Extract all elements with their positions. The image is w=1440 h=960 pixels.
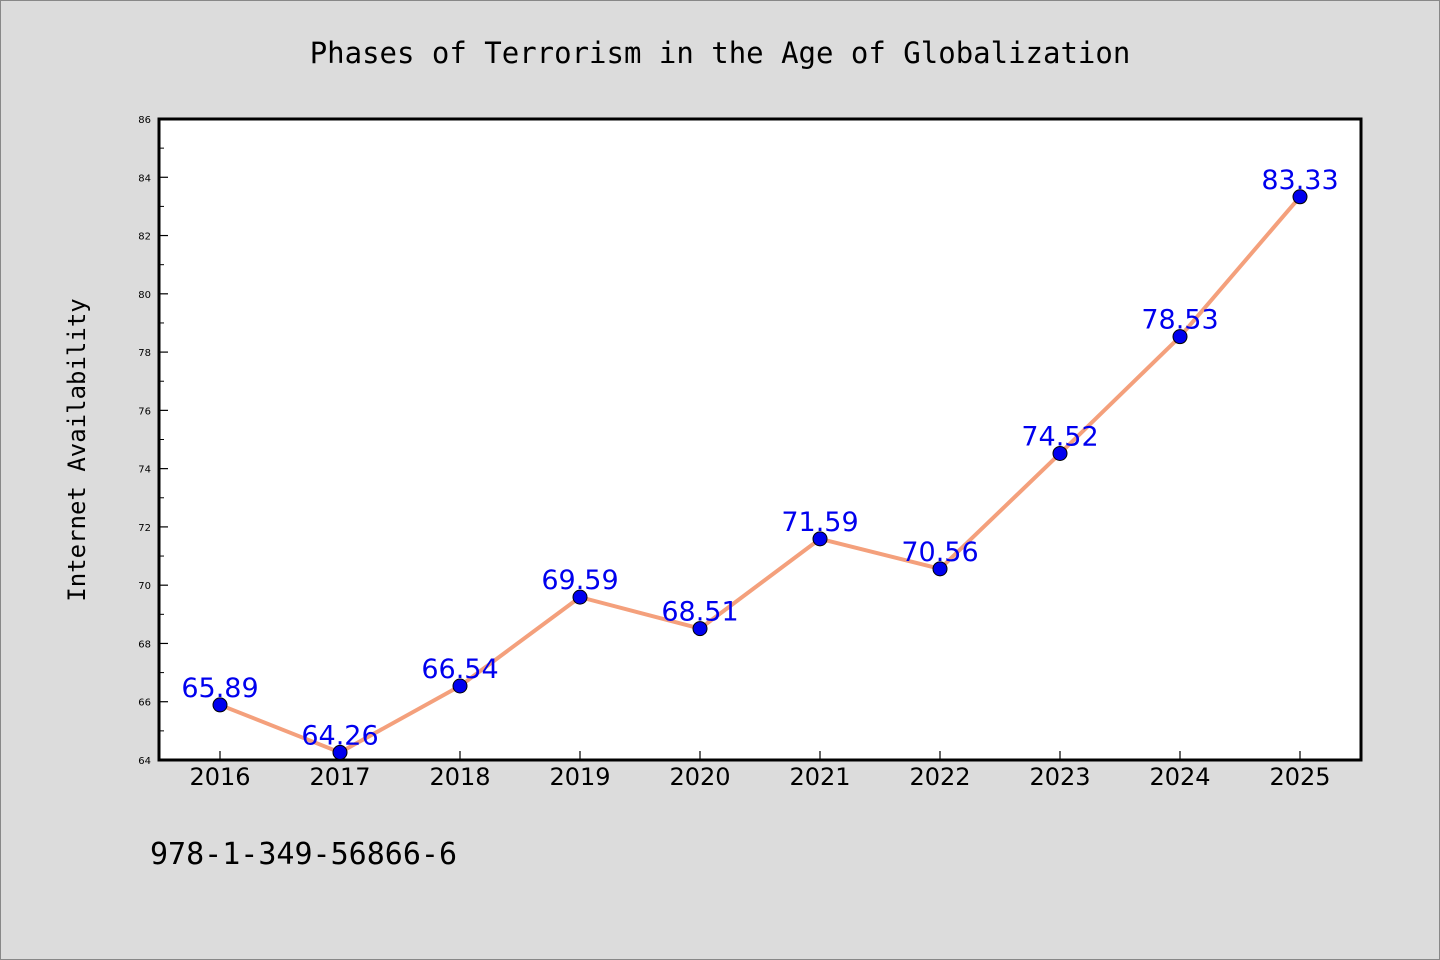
data-label: 68.51 — [661, 597, 738, 628]
data-point — [812, 531, 828, 547]
x-tick-label: 2018 — [429, 763, 490, 791]
data-label: 78.53 — [1141, 305, 1218, 336]
y-tick-label: 84 — [138, 173, 151, 184]
data-point — [332, 744, 348, 760]
x-tick-label: 2019 — [549, 763, 610, 791]
y-tick-label: 86 — [138, 115, 151, 126]
y-tick-label: 80 — [138, 290, 151, 301]
chart-title: Phases of Terrorism in the Age of Global… — [310, 36, 1131, 70]
x-tick-label: 2021 — [789, 763, 850, 791]
x-tick-label: 2017 — [309, 763, 370, 791]
isbn-footer: 978-1-349-56866-6 — [150, 837, 457, 872]
x-tick-label: 2023 — [1029, 763, 1090, 791]
data-point — [1052, 445, 1068, 461]
y-axis-label: Internet Availability — [63, 298, 91, 601]
data-point — [452, 678, 468, 694]
x-axis-ticks: 2016 2017 2018 2019 2020 2021 2022 2023 2024 2025 — [189, 751, 1331, 791]
data-point — [212, 697, 228, 713]
data-label: 65.89 — [181, 673, 258, 704]
x-tick-label: 2020 — [669, 763, 730, 791]
data-point — [692, 621, 708, 637]
data-label: 64.26 — [301, 720, 378, 751]
data-point — [1172, 329, 1188, 345]
y-tick-label: 64 — [138, 756, 151, 767]
data-point — [572, 589, 588, 605]
y-tick-label: 72 — [138, 523, 151, 534]
data-labels-group: 65.89 64.26 66.54 69.59 68.51 71.59 70.56 74.52… — [181, 165, 1338, 752]
x-tick-label: 2016 — [189, 763, 250, 791]
data-label: 70.56 — [901, 537, 978, 568]
data-point — [1292, 189, 1308, 205]
y-tick-label: 76 — [138, 406, 151, 417]
series-line — [218, 194, 1302, 755]
data-label: 69.59 — [541, 565, 618, 596]
y-tick-label: 74 — [138, 465, 151, 476]
x-tick-label: 2024 — [1149, 763, 1210, 791]
y-tick-label: 66 — [138, 698, 151, 709]
series-line-group — [218, 194, 1302, 755]
y-tick-label: 68 — [138, 639, 151, 650]
y-axis-ticks: 64 66 68 70 72 74 76 78 80 82 84 86 — [138, 115, 168, 767]
plot-area — [157, 117, 1363, 762]
data-label: 71.59 — [781, 507, 858, 538]
data-label: 74.52 — [1021, 421, 1098, 452]
y-tick-label: 82 — [138, 232, 151, 243]
data-label: 66.54 — [421, 654, 498, 685]
series-points-group — [212, 189, 1308, 760]
y-tick-label: 78 — [138, 348, 151, 359]
data-label: 83.33 — [1261, 165, 1338, 196]
x-tick-label: 2025 — [1269, 763, 1330, 791]
y-tick-label: 70 — [138, 581, 151, 592]
data-point — [932, 561, 948, 577]
x-tick-label: 2022 — [909, 763, 970, 791]
